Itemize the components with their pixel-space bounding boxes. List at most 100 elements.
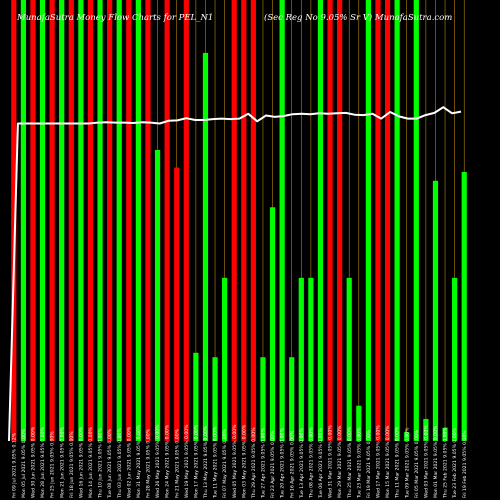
x-tick-label: Thu 13 May 2021 9.05% 0.00%: [203, 425, 209, 499]
bar-29: [279, 0, 285, 441]
x-tick-label: Mon 03 May 2021 9.05% 0.00%: [241, 424, 247, 498]
bar-2: [20, 0, 26, 441]
x-tick-label: Thu 10 Jun 2021 9.05% 0.00%: [98, 428, 104, 499]
x-tick-label: Thu 08 Apr 2021 9.05% 0.00%: [308, 427, 314, 499]
x-tick-label: Tue 09 Mar 2021 9.05% 0.00%: [404, 427, 410, 499]
bar-8: [78, 0, 84, 441]
x-tick-label: Wed 19 May 2021 9.05% 0.00%: [184, 424, 190, 498]
x-tick-label: Wed 03 Mar 2021 9.05% 0.00%: [423, 425, 429, 498]
bar-17: [164, 0, 170, 441]
x-tick-label: Fri 19 Feb 2021 9.05% 0.00%: [462, 430, 468, 498]
x-tick-label: Fri 07 May 2021 9.05% 0.00%: [222, 428, 228, 498]
bar-24: [231, 0, 237, 441]
bar-30: [289, 357, 295, 441]
x-tick-label: Tue 23 Feb 2021 9.05% 0.00%: [452, 427, 458, 499]
x-tick-label: Tue 08 Jun 2021 9.05% 0.00%: [107, 428, 113, 499]
x-tick-label: Tue 23 Mar 2021 9.05% 0.00%: [356, 427, 362, 499]
x-tick-label: Mon 17 May 2021 9.05% 0.00%: [193, 424, 199, 498]
bar-43: [413, 0, 419, 441]
bar-19: [183, 0, 189, 441]
x-tick-label: Tue 11 May 2021 9.05% 0.00%: [213, 426, 219, 499]
bar-46: [442, 427, 448, 441]
bar-1: [11, 0, 17, 441]
bar-48: [461, 171, 467, 442]
bar-23: [222, 277, 228, 441]
x-tick-label: Mon 31 May 2021 9.05% 0.00%: [136, 424, 142, 498]
bar-9: [87, 0, 94, 441]
x-tick-label: Mon 05 Jul 2021 9.05% 0.00%: [21, 428, 27, 498]
x-tick-label: Tue 27 Apr 2021 9.05% 0.00%: [261, 428, 267, 499]
money-flow-line: [8, 106, 462, 442]
x-tick-label: Fri 21 May 2021 9.05% 0.00%: [174, 428, 180, 498]
x-tick-label: Thu 25 Mar 2021 9.05% 0.00%: [347, 426, 353, 499]
x-tick-label: Thu 25 Feb 2021 9.05% 0.00%: [443, 427, 449, 499]
bar-12: [116, 0, 122, 441]
x-tick-label: Fri 28 May 2021 9.05% 0.00%: [146, 428, 152, 498]
x-tick-label: Fri 19 Mar 2021 9.05% 0.00%: [366, 429, 372, 498]
x-tick-label: Fri 16 Apr 2021 9.05% 0.00%: [289, 430, 295, 498]
x-tick-label: Mon 21 Jun 2021 9.05% 0.00%: [59, 426, 65, 498]
x-tick-label: Tue 13 Apr 2021 9.05% 0.00%: [299, 428, 305, 499]
bar-36: [346, 277, 352, 441]
bar-33: [317, 0, 324, 441]
x-tick-label: Thu 03 Jun 2021 9.05% 0.00%: [117, 428, 123, 499]
chart-title-left: MunafaSutra Money Flow Charts for PEL_N1: [16, 13, 213, 23]
bar-18: [174, 167, 180, 441]
bar-47: [452, 277, 458, 441]
bar-11: [107, 0, 113, 441]
bar-45: [432, 180, 439, 441]
bar-27: [260, 357, 266, 441]
x-tick-label: Wed 05 May 2021 9.05% 0.00%: [232, 424, 238, 498]
x-tick-label: Wed 26 May 2021 9.05% 0.00%: [155, 424, 161, 498]
bar-42: [404, 432, 410, 441]
x-tick-label: Mon 01 Mar 2021 9.05% 0.00%: [433, 425, 439, 498]
x-tick-label: Wed 16 Jun 2021 9.05% 0.00%: [78, 426, 84, 498]
bar-13: [126, 0, 132, 441]
bar-16: [154, 149, 161, 441]
x-tick-label: Mon 24 May 2021 9.05% 0.00%: [165, 424, 171, 498]
bar-38: [365, 0, 371, 441]
x-tick-label: Wed 30 Jun 2021 9.05% 0.00%: [31, 426, 37, 498]
x-tick-label: Tue 06 Apr 2021 9.05% 0.00%: [318, 428, 324, 499]
bar-14: [135, 0, 141, 441]
bar-40: [384, 0, 391, 441]
bar-35: [337, 0, 343, 441]
bar-20: [193, 352, 199, 441]
bar-series: [11, 0, 467, 442]
chart-title-right: (Sec Reg No 9.05% Sr V) MunafaSutra.com: [264, 12, 452, 23]
x-tick-label: Wed 31 Mar 2021 9.05% 0.00%: [328, 425, 334, 498]
bar-34: [327, 0, 333, 441]
x-axis-tick-labels: Fri 09 Jul 2021 9.05% 0.12% Mon 05 Jul 20…: [11, 424, 467, 499]
bar-7: [68, 0, 74, 441]
bar-44: [423, 418, 429, 441]
bar-22: [212, 357, 218, 441]
x-tick-label: Wed 02 Jun 2021 9.05% 0.00%: [126, 426, 132, 498]
x-tick-label: Mon 29 Mar 2021 9.05% 0.00%: [337, 425, 343, 498]
bar-39: [375, 0, 381, 441]
x-tick-label: Fri 18 Jun 2021 9.05% 0.00%: [69, 431, 75, 498]
bar-28: [269, 207, 276, 441]
bar-41: [394, 0, 400, 441]
bar-31: [298, 277, 304, 441]
x-tick-label: Fri 25 Jun 2021 9.05% 0.00%: [50, 431, 56, 498]
bar-21: [202, 52, 209, 442]
bar-26: [250, 0, 256, 441]
bar-6: [59, 0, 65, 441]
bar-5: [49, 0, 55, 441]
bar-3: [30, 0, 36, 441]
x-tick-label: Thu 11 Mar 2021 9.05% 0.00%: [395, 426, 401, 499]
x-tick-label: Tue 20 Apr 2021 9.05% 0.00%: [280, 428, 286, 499]
bar-25: [241, 0, 247, 441]
x-tick-label: Fri 05 Mar 2021 9.05% 0.00%: [414, 429, 420, 498]
x-tick-label: Wed 17 Mar 2021 9.05% 0.00%: [376, 425, 382, 498]
bar-15: [145, 0, 151, 441]
bar-37: [356, 405, 362, 441]
bar-4: [39, 0, 46, 441]
money-flow-line-group: [8, 106, 462, 442]
bar-10: [97, 0, 103, 441]
x-tick-label: Mon 28 Jun 2021 9.05% 0.00%: [40, 426, 46, 498]
x-tick-label: Thu 29 Apr 2021 9.05% 0.00%: [251, 427, 257, 499]
x-tick-label: Fri 23 Apr 2021 9.05% 0.00%: [270, 430, 276, 498]
bar-32: [308, 277, 314, 441]
